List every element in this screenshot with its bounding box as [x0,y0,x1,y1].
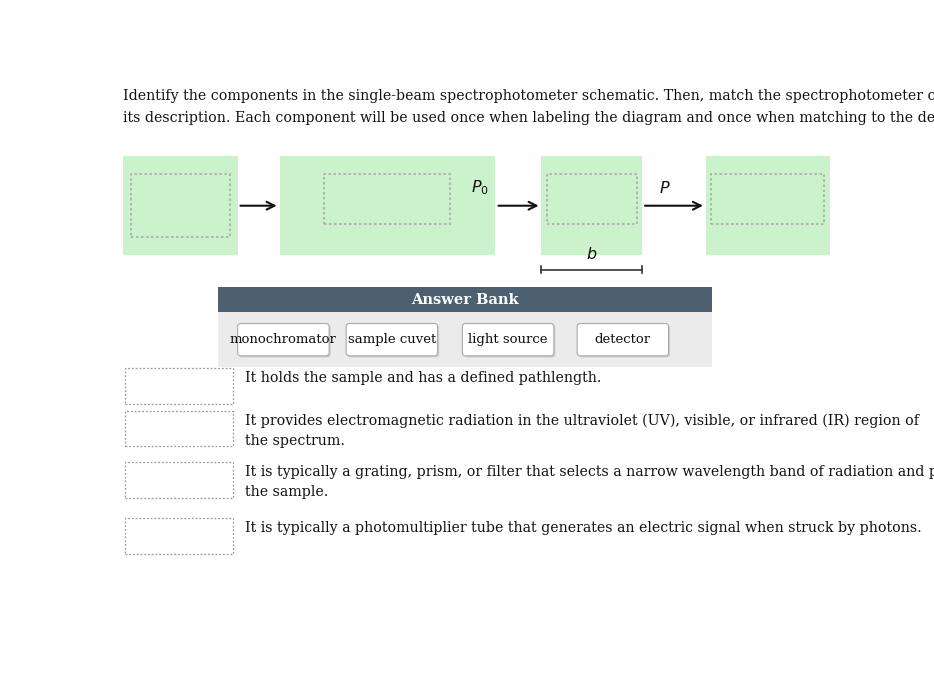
Bar [131,174,230,237]
Bar [124,369,233,404]
FancyBboxPatch shape [464,325,556,357]
Text: Identify the components in the single-beam spectrophotometer schematic. Then, ma: Identify the components in the single-be… [123,90,934,125]
Bar [547,174,637,224]
Text: sample cuvet: sample cuvet [347,333,436,346]
Bar [124,462,233,498]
Text: $b$: $b$ [587,246,598,263]
Text: $P$: $P$ [659,180,671,197]
Text: It is typically a grating, prism, or filter that selects a narrow wavelength ban: It is typically a grating, prism, or fil… [245,465,934,499]
Text: detector: detector [595,333,651,346]
FancyBboxPatch shape [579,325,670,357]
FancyBboxPatch shape [239,325,331,357]
Bar [124,411,233,446]
Text: It holds the sample and has a defined pathlength.: It holds the sample and has a defined pa… [245,371,601,385]
Bar [279,156,495,255]
FancyBboxPatch shape [577,323,669,356]
Bar [711,174,825,224]
Text: $P_0$: $P_0$ [471,178,488,197]
Bar [706,156,829,255]
Bar [324,174,450,224]
FancyBboxPatch shape [462,323,554,356]
Text: It is typically a photomultiplier tube that generates an electric signal when st: It is typically a photomultiplier tube t… [245,521,921,535]
Bar [123,156,237,255]
Text: light source: light source [468,333,548,346]
FancyBboxPatch shape [347,325,439,357]
Bar [218,287,712,312]
FancyBboxPatch shape [237,323,329,356]
Bar [542,156,643,255]
Text: monochromator: monochromator [230,333,337,346]
Text: Answer Bank: Answer Bank [411,293,518,307]
Bar [218,312,712,367]
FancyBboxPatch shape [347,323,438,356]
Text: It provides electromagnetic radiation in the ultraviolet (UV), visible, or infra: It provides electromagnetic radiation in… [245,414,919,448]
Bar [124,518,233,554]
